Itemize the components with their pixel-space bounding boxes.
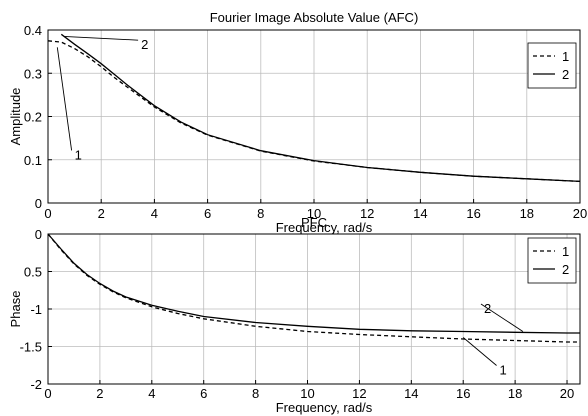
y-tick-label: 0.3 [24,66,42,81]
x-tick-label: 12 [360,206,374,221]
x-tick-label: 16 [466,206,480,221]
plot-frame [47,233,581,385]
x-tick-label: 4 [151,206,158,221]
y-tick-label: 0.1 [24,153,42,168]
legend-label: 2 [562,262,569,277]
annotation-label: 2 [484,301,491,316]
y-axis-label: Phase [8,291,23,328]
chart-1: Fourier Image Absolute Value (AFC) 0 2 4 6 8 1… [8,10,587,235]
chart-title: PFC [301,215,327,230]
x-tick-label: 10 [307,206,321,221]
annotation-leader [63,36,139,41]
legend-label: 2 [562,67,569,82]
x-tick-label: 14 [404,386,418,401]
x-tick-label: 20 [573,206,587,221]
x-tick-label: 0 [44,386,51,401]
x-tick-label: 16 [456,386,470,401]
x-tick-label: 6 [204,206,211,221]
x-axis-label: Frequency, rad/s [276,400,373,415]
y-axis-label: Amplitude [8,88,23,146]
x-tick-label: 20 [560,386,574,401]
series-2-line [47,233,580,334]
x-tick-label: 4 [148,386,155,401]
legend-box [527,237,577,284]
plot-frame [47,29,581,204]
legend: 12 [527,237,577,284]
y-tick-label: 0.5 [24,265,42,280]
y-tick-label: -2 [30,377,42,392]
y-tick-label: 0.2 [24,110,42,125]
legend-label: 1 [562,49,569,64]
legend-label: 1 [562,244,569,259]
x-tick-label: 2 [98,206,105,221]
annotation-leader [56,47,73,151]
x-tick-label: 18 [508,386,522,401]
legend: 12 [527,42,577,89]
x-axis-label: Frequency, rad/s [276,220,373,235]
x-tick-label: 2 [96,386,103,401]
series-2-line [60,33,581,183]
chart-title: Fourier Image Absolute Value (AFC) [210,10,419,25]
x-tick-label: 6 [200,386,207,401]
annotation-label: 1 [500,363,507,378]
x-tick-label: 12 [352,386,366,401]
legend-box [527,42,577,89]
x-tick-label: 14 [413,206,427,221]
y-tick-label: 0 [35,196,42,211]
annotation-leader [462,337,497,366]
annotation-label: 2 [141,37,148,52]
x-tick-label: 18 [520,206,534,221]
annotation-label: 1 [75,147,82,162]
x-tick-label: 8 [257,206,264,221]
y-tick-label: 0 [35,227,42,242]
x-tick-label: 0 [44,206,51,221]
annotation-leader [480,303,524,332]
y-tick-label: -1.5 [20,340,42,355]
y-tick-label: -1 [30,302,42,317]
x-tick-label: 8 [252,386,259,401]
y-tick-label: 0.4 [24,23,42,38]
x-tick-label: 10 [300,386,314,401]
series-1-line [47,233,580,343]
